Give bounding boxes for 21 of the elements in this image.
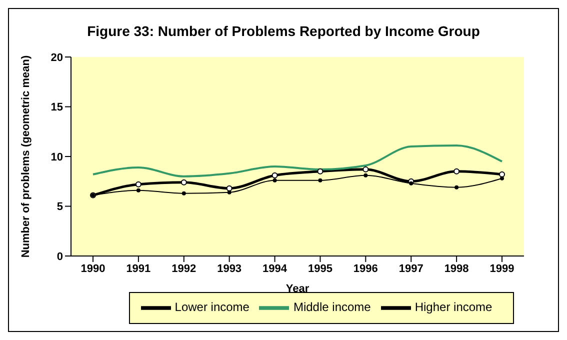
chart-title: Figure 33: Number of Problems Reported by Income Group [86,23,481,39]
x-tick-label: 1991 [126,262,151,275]
x-tick-label: 1995 [308,262,332,275]
legend-label: Middle income [293,300,371,314]
x-axis-title: Year [286,283,310,295]
y-tick-label: 10 [50,151,63,164]
y-tick-label: 0 [56,250,63,263]
x-tick-label: 1996 [353,262,378,275]
y-axis-title: Number of problems (geometric mean) [20,55,32,258]
x-tick-label: 1998 [444,262,469,275]
x-tick-label: 1994 [262,262,288,275]
x-tick-label: 1992 [172,262,196,275]
y-tick-label: 15 [50,102,63,114]
y-tick-label: 5 [56,201,63,214]
x-tick-label: 1999 [490,262,514,275]
x-tick-label: 1990 [80,262,106,275]
y-tick-label: 20 [50,52,63,64]
x-tick-label: 1993 [217,262,242,275]
x-tick-label: 1997 [398,262,424,275]
legend-label: Lower income [174,300,250,314]
legend-label: Higher income [414,300,492,314]
